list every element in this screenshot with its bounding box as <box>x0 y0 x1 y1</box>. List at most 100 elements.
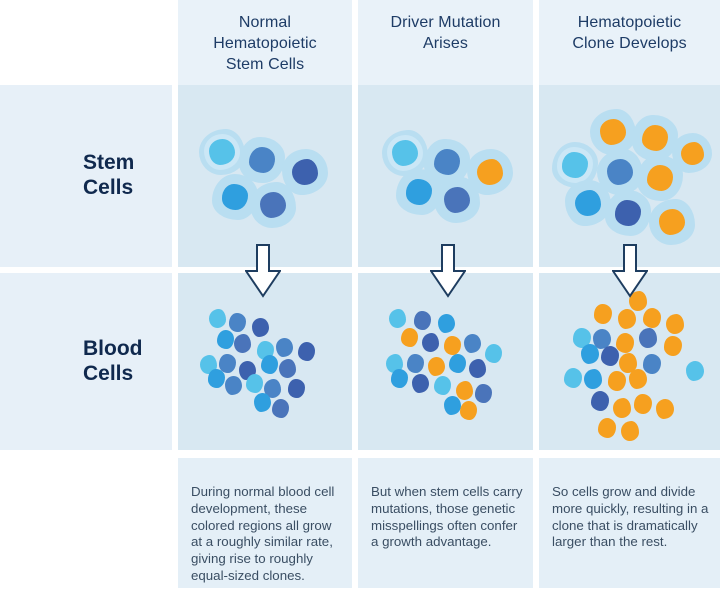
blood-cell-dot <box>593 303 612 324</box>
cell-nucleus <box>615 200 641 226</box>
column-header-driver-mutation: Driver Mutation Arises <box>358 0 533 85</box>
blood-cell-dot <box>618 352 637 373</box>
row-label-blood-cells: Blood Cells <box>0 273 172 450</box>
blood-cell-dot <box>475 384 492 403</box>
blood-cell-dot <box>412 374 429 393</box>
blood-cell-dot <box>456 381 473 400</box>
blood-cell-dot <box>563 367 582 388</box>
blood-cell-dot <box>246 374 263 393</box>
blood-cell-dot <box>607 370 626 391</box>
stem-cell <box>632 115 678 161</box>
cell-nucleus <box>680 141 704 165</box>
blood-cell-dot <box>655 398 674 419</box>
blood-cell-dot <box>449 354 466 373</box>
stem-cell <box>199 129 245 175</box>
stem-cell <box>672 133 712 173</box>
column-header-text: Driver Mutation Arises <box>390 14 501 52</box>
cell-nucleus <box>647 165 673 191</box>
blood-cell-dot <box>254 393 271 412</box>
blood-cell-dot <box>685 360 704 381</box>
blood-cell-dot <box>288 379 305 398</box>
blood-cell-dot <box>620 420 639 441</box>
blood-cell-dot <box>642 307 661 328</box>
blood-cell-dot <box>600 345 619 366</box>
cell-nucleus <box>575 190 601 216</box>
cell-nucleus <box>209 139 235 165</box>
blood-cell-dot <box>583 368 602 389</box>
blood-cell-dot <box>225 376 242 395</box>
down-arrow-icon <box>430 244 466 298</box>
cell-nucleus <box>562 152 588 178</box>
blood-cell-dot <box>208 369 225 388</box>
blood-cell-dot <box>279 359 296 378</box>
cell-nucleus <box>260 192 286 218</box>
blood-cells-panel-mutation <box>358 273 533 450</box>
blood-cell-dot <box>422 333 439 352</box>
blood-cell-dot <box>414 311 431 330</box>
stem-cell <box>565 180 611 226</box>
blood-cell-dot <box>460 401 477 420</box>
stem-cell <box>649 199 695 245</box>
blood-cell-dot <box>209 309 226 328</box>
blood-cell-dot <box>444 396 461 415</box>
blood-cell-dot <box>469 359 486 378</box>
blood-cell-dot <box>590 390 609 411</box>
blood-cell-dot <box>665 313 684 334</box>
blood-cell-dot <box>234 334 251 353</box>
blood-cell-dot <box>464 334 481 353</box>
cell-nucleus <box>607 159 633 185</box>
blood-cell-dot <box>592 328 611 349</box>
cell-nucleus <box>392 140 418 166</box>
blood-cell-dot <box>401 328 418 347</box>
blood-cell-dot <box>485 344 502 363</box>
stem-cells-panel-mutation <box>358 85 533 267</box>
stem-cell <box>250 182 296 228</box>
blood-cells-panel-clone <box>539 273 720 450</box>
blood-cell-dot <box>663 335 682 356</box>
caption-text: So cells grow and divide more quickly, r… <box>552 484 709 550</box>
stem-cells-panel-normal <box>178 85 352 267</box>
blood-cell-dot <box>572 327 591 348</box>
blood-cells-panel-normal <box>178 273 352 450</box>
stem-cell <box>382 130 428 176</box>
blood-cell-dot <box>612 397 631 418</box>
blood-cell-dot <box>219 354 236 373</box>
cell-nucleus <box>477 159 503 185</box>
stem-cell <box>590 109 636 155</box>
blood-cell-dot <box>252 318 269 337</box>
caption-text: But when stem cells carry mutations, tho… <box>371 484 523 550</box>
blood-cell-dot <box>597 417 616 438</box>
blood-cell-dot <box>438 314 455 333</box>
blood-cell-dot <box>580 343 599 364</box>
cell-nucleus <box>406 179 432 205</box>
blood-cell-dot <box>407 354 424 373</box>
stem-cell <box>239 137 285 183</box>
blood-cell-dot <box>298 342 315 361</box>
caption-mutation: But when stem cells carry mutations, tho… <box>358 458 533 588</box>
blood-cell-dot <box>628 290 647 311</box>
blood-cell-dot <box>642 353 661 374</box>
blood-cell-dot <box>444 336 461 355</box>
blood-cell-dot <box>628 368 647 389</box>
cell-nucleus <box>249 147 275 173</box>
cell-nucleus <box>642 125 668 151</box>
stem-cell <box>434 177 480 223</box>
cell-nucleus <box>434 149 460 175</box>
blood-cell-dot <box>633 393 652 414</box>
blood-cell-dot <box>261 355 278 374</box>
blood-cell-dot <box>638 327 657 348</box>
blood-cell-dot <box>264 379 281 398</box>
blood-cell-dot <box>229 313 246 332</box>
down-arrow-icon <box>612 244 648 298</box>
blood-cell-dot <box>276 338 293 357</box>
blood-cell-dot <box>386 354 403 373</box>
blood-cell-dot <box>434 376 451 395</box>
column-header-text: Normal Hematopoietic Stem Cells <box>213 14 317 73</box>
stem-cell <box>605 190 651 236</box>
row-label-text: Stem Cells <box>83 151 135 199</box>
row-label-stem-cells: Stem Cells <box>0 85 172 267</box>
caption-text: During normal blood cell development, th… <box>191 484 335 583</box>
down-arrow-icon <box>245 244 281 298</box>
column-header-clone-develops: Hematopoietic Clone Develops <box>539 0 720 85</box>
